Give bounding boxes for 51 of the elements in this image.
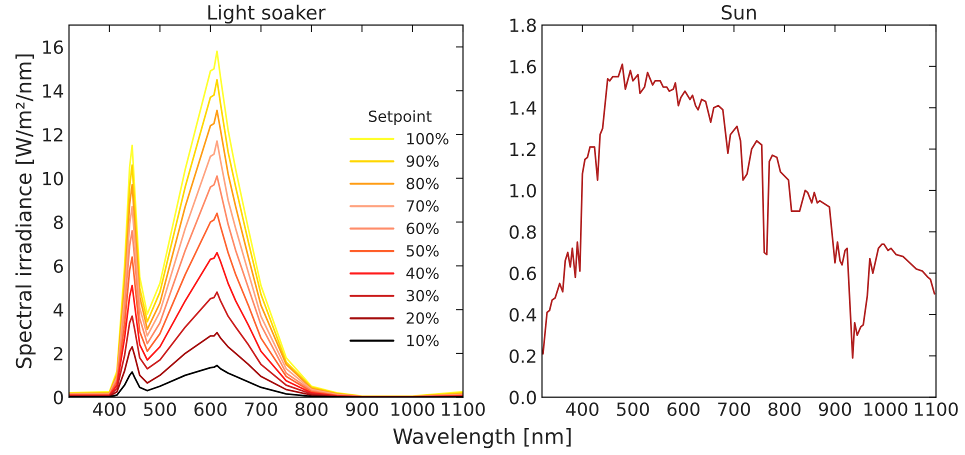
- y-tick-label: 1.2: [510, 142, 536, 156]
- y-tick-label: 8: [54, 216, 63, 230]
- legend-label: 80%: [406, 178, 439, 190]
- y-axis-title: Spectral irradiance [W/m²/nm]: [15, 54, 36, 368]
- x-tick-label: 800: [768, 402, 800, 416]
- x-tick-label: 1100: [442, 402, 485, 416]
- x-tick-label: 800: [295, 402, 328, 416]
- y-tick-label: 1.4: [510, 101, 536, 115]
- x-tick-label: 1000: [391, 402, 434, 416]
- y-tick-label: 1.0: [510, 184, 536, 198]
- x-tick-label: 600: [194, 402, 226, 416]
- x-tick-label: 700: [245, 402, 277, 416]
- legend-label: 20%: [406, 312, 439, 324]
- y-tick-label: 16: [43, 40, 63, 54]
- chart-title: Light soaker: [208, 4, 326, 24]
- chart-title: Sun: [722, 5, 756, 20]
- y-tick-label: 0.8: [510, 225, 536, 239]
- legend-label: 100%: [407, 132, 448, 144]
- y-tick-label: 2: [54, 346, 62, 360]
- x-tick-label: 400: [566, 402, 598, 416]
- y-tick-label: 4: [54, 303, 64, 316]
- legend-label: 70%: [406, 200, 439, 212]
- x-tick-label: 1000: [864, 402, 908, 416]
- y-tick-label: 6: [54, 259, 63, 273]
- x-tick-label: 900: [818, 402, 852, 416]
- y-tick-label: 0: [54, 390, 63, 404]
- line-series: [542, 63, 936, 359]
- x-axis-title: Wavelength [nm]: [393, 428, 571, 448]
- y-tick-label: 0.4: [510, 308, 536, 322]
- legend-label: 40%: [406, 267, 439, 280]
- y-tick-label: 1.8: [510, 18, 536, 32]
- legend-label: 10%: [407, 334, 439, 346]
- y-tick-label: 0.6: [510, 266, 536, 280]
- x-tick-label: 500: [617, 402, 649, 416]
- y-tick-label: 0.0: [510, 390, 536, 404]
- x-tick-label: 400: [93, 402, 126, 416]
- x-tick-label: 700: [718, 402, 750, 416]
- y-tick-label: 0.2: [510, 349, 536, 363]
- x-tick-label: 600: [667, 402, 700, 416]
- legend-label: 90%: [406, 155, 439, 167]
- y-tick-label: 14: [43, 84, 64, 98]
- x-tick-label: 1100: [915, 402, 958, 416]
- legend-label: 60%: [406, 222, 439, 234]
- legend-title: Setpoint: [368, 110, 432, 125]
- x-tick-label: 500: [144, 402, 176, 416]
- legend-label: 50%: [406, 245, 439, 257]
- x-tick-label: 900: [346, 402, 378, 416]
- legend-label: 30%: [406, 290, 439, 302]
- y-tick-label: 10: [43, 172, 63, 186]
- y-tick-label: 1.6: [510, 60, 536, 74]
- y-tick-label: 12: [43, 128, 62, 142]
